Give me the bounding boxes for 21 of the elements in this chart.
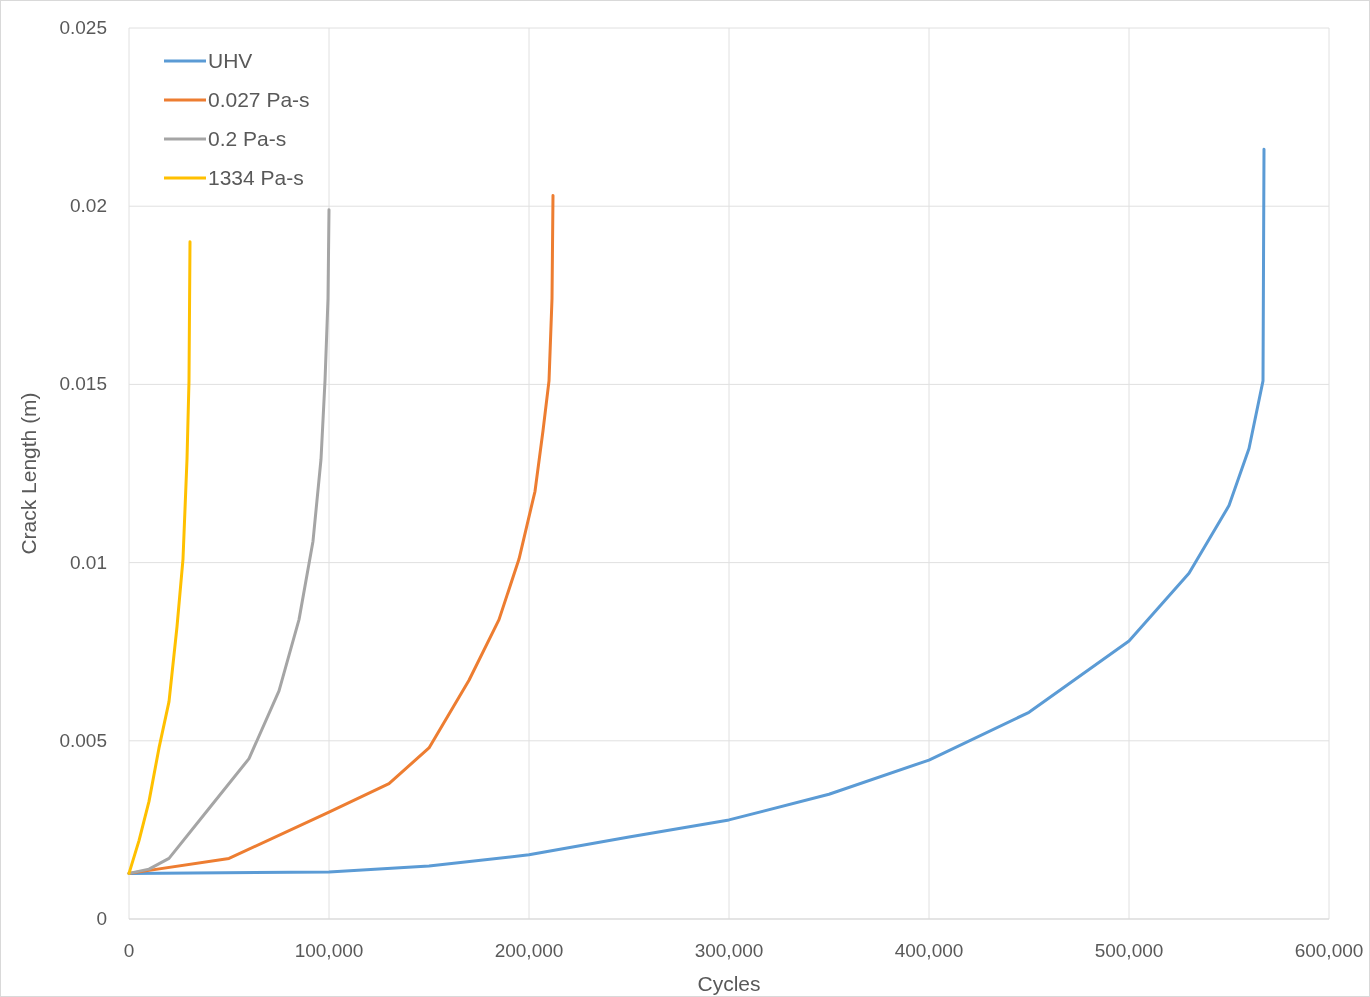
y-axis-title: Crack Length (m) <box>17 392 40 555</box>
y-tick-label: 0.025 <box>59 17 107 38</box>
x-tick-label: 0 <box>123 940 135 961</box>
legend-label: UHV <box>208 49 253 72</box>
legend-label: 0.2 Pa-s <box>208 127 287 150</box>
y-tick-label: 0.015 <box>59 373 107 395</box>
y-tick-label: 0.005 <box>59 729 107 751</box>
line-series <box>127 240 192 875</box>
x-tick-label: 500,000 <box>1094 940 1164 961</box>
line-series <box>127 208 331 875</box>
x-axis-title: Cycles <box>697 972 761 995</box>
legend-label: 1334 Pa-s <box>208 166 304 189</box>
x-tick-label: 400,000 <box>894 940 964 961</box>
x-tick-label: 200,000 <box>494 940 564 961</box>
y-tick-label: 0.02 <box>70 195 107 217</box>
x-tick-label: 100,000 <box>294 940 364 961</box>
legend-label: 0.027 Pa-s <box>208 88 310 111</box>
x-tick-label: 600,000 <box>1294 940 1364 961</box>
y-tick-label: 0 <box>96 908 107 929</box>
x-tick-label: 300,000 <box>694 940 764 961</box>
y-tick-label: 0.01 <box>70 551 107 573</box>
